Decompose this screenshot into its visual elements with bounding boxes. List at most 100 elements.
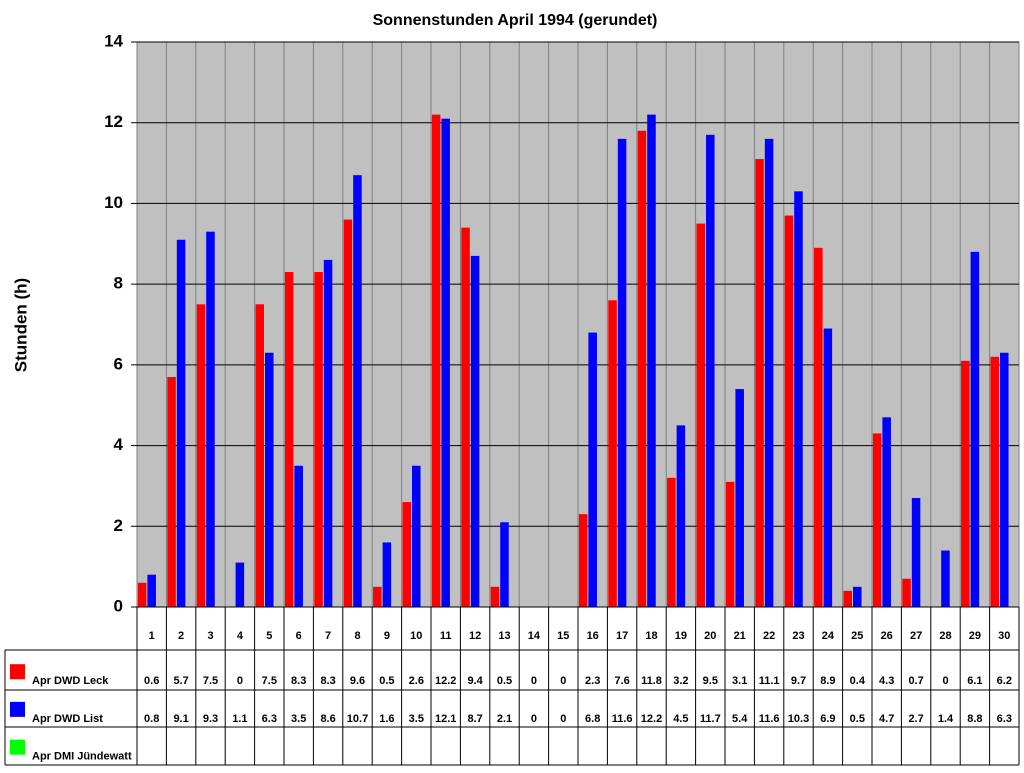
- x-tick-label: 2: [178, 630, 184, 642]
- table-value: 9.3: [203, 713, 218, 725]
- table-value: 7.6: [614, 675, 629, 687]
- bar: [941, 550, 950, 607]
- table-value: 0: [942, 675, 948, 687]
- bar: [461, 227, 470, 607]
- table-value: 3.5: [409, 713, 424, 725]
- x-tick-label: 25: [851, 630, 863, 642]
- bar: [402, 502, 412, 607]
- bar: [441, 118, 450, 607]
- bar: [235, 562, 245, 607]
- bar: [294, 465, 303, 607]
- bar: [323, 259, 333, 607]
- table-value: 3.2: [673, 675, 688, 687]
- bar: [196, 304, 206, 607]
- bar: [147, 574, 156, 607]
- x-tick-label: 19: [675, 630, 687, 642]
- table-value: 0.5: [850, 713, 865, 725]
- table-value: 0: [560, 675, 566, 687]
- x-tick-label: 18: [645, 630, 657, 642]
- bar: [853, 586, 862, 607]
- table-value: 3.5: [291, 713, 306, 725]
- y-tick-label: 14: [104, 31, 123, 50]
- bar: [617, 138, 627, 607]
- bar: [882, 417, 891, 607]
- bar: [578, 514, 588, 607]
- table-value: 11.8: [641, 675, 662, 687]
- bar: [373, 586, 382, 607]
- table-value: 11.7: [700, 713, 721, 725]
- table-value: 0.7: [908, 675, 923, 687]
- table-value: 7.5: [262, 675, 277, 687]
- table-value: 2.1: [497, 713, 512, 725]
- table-value: 11.1: [759, 675, 780, 687]
- x-tick-label: 16: [587, 630, 599, 642]
- table-value: 0.8: [144, 713, 159, 725]
- bar: [902, 578, 911, 607]
- bar: [764, 138, 774, 607]
- bar: [382, 542, 392, 607]
- table-value: 0.4: [850, 675, 866, 687]
- bar: [431, 114, 441, 608]
- x-tick-label: 24: [822, 630, 835, 642]
- x-tick-label: 26: [881, 630, 893, 642]
- chart-title: Sonnenstunden April 1994 (gerundet): [373, 12, 658, 29]
- bar: [911, 498, 921, 607]
- table-value: 11.6: [612, 713, 633, 725]
- bar: [970, 251, 980, 607]
- bar: [206, 231, 215, 607]
- table-value: 8.6: [320, 713, 335, 725]
- bar: [823, 328, 833, 607]
- bar: [137, 582, 147, 607]
- table-value: 0.6: [144, 675, 159, 687]
- table-value: 5.7: [173, 675, 188, 687]
- bar: [588, 332, 597, 607]
- table-value: 8.3: [320, 675, 335, 687]
- bar: [1000, 352, 1009, 607]
- bar: [725, 481, 735, 607]
- bar: [167, 376, 176, 607]
- bar: [696, 223, 706, 607]
- table-value: 1.1: [232, 713, 247, 725]
- bar: [314, 272, 323, 607]
- table-value: 6.9: [820, 713, 835, 725]
- table-value: 2.3: [585, 675, 600, 687]
- x-tick-label: 17: [616, 630, 628, 642]
- bar: [843, 590, 853, 607]
- x-tick-label: 9: [384, 630, 390, 642]
- bar: [490, 586, 500, 607]
- table-value: 9.6: [350, 675, 365, 687]
- bar: [647, 114, 656, 608]
- bar: [794, 191, 803, 608]
- x-tick-label: 29: [969, 630, 981, 642]
- table-value: 3.1: [732, 675, 747, 687]
- x-tick-label: 7: [325, 630, 331, 642]
- table-value: 12.1: [435, 713, 456, 725]
- table-value: 8.8: [967, 713, 982, 725]
- x-tick-label: 13: [498, 630, 510, 642]
- table-value: 7.5: [203, 675, 218, 687]
- table-value: 9.5: [703, 675, 718, 687]
- table-value: 1.4: [938, 713, 954, 725]
- x-tick-label: 14: [528, 630, 541, 642]
- table-value: 1.6: [379, 713, 394, 725]
- x-tick-label: 5: [266, 630, 272, 642]
- table-value: 9.7: [791, 675, 806, 687]
- table-value: 0: [560, 713, 566, 725]
- table-value: 12.2: [435, 675, 456, 687]
- bar: [500, 522, 509, 607]
- table-value: 2.7: [908, 713, 923, 725]
- x-tick-label: 27: [910, 630, 922, 642]
- bar: [784, 215, 794, 608]
- bar: [755, 159, 764, 608]
- x-tick-label: 30: [998, 630, 1010, 642]
- table-value: 0.5: [497, 675, 512, 687]
- table-value: 0: [237, 675, 243, 687]
- legend-label: Apr DWD Leck: [32, 675, 109, 687]
- x-tick-label: 22: [763, 630, 775, 642]
- table-value: 4.5: [673, 713, 688, 725]
- table-value: 0.5: [379, 675, 394, 687]
- bar: [676, 425, 686, 607]
- bar: [255, 304, 265, 607]
- x-tick-label: 6: [296, 630, 302, 642]
